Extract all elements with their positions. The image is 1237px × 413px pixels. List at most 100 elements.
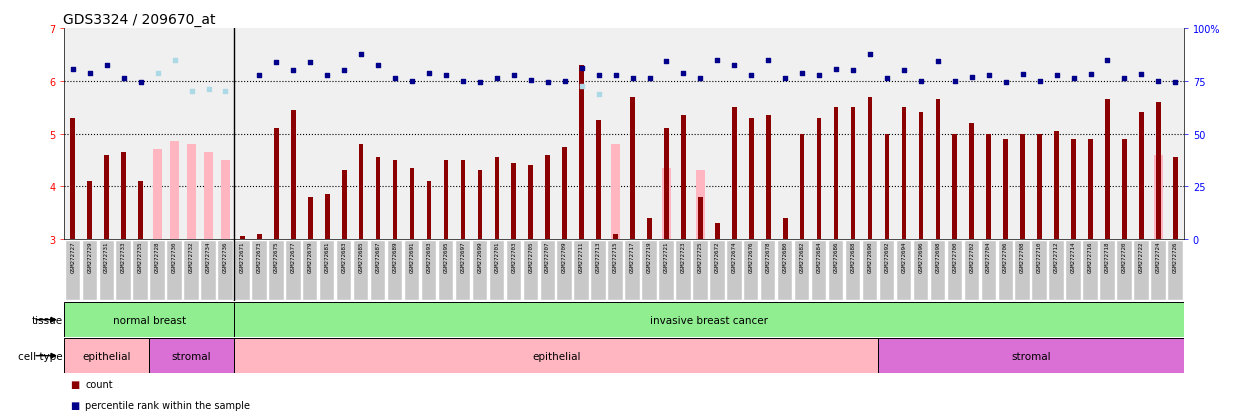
Point — [826, 66, 846, 73]
FancyBboxPatch shape — [710, 241, 725, 300]
Bar — [376, 158, 381, 240]
Point — [521, 77, 541, 84]
FancyBboxPatch shape — [1134, 241, 1149, 300]
Text: normal breast: normal breast — [113, 315, 186, 325]
Bar — [1003, 140, 1008, 240]
Text: GSM272704: GSM272704 — [986, 241, 991, 273]
Text: GSM272690: GSM272690 — [867, 241, 872, 273]
Point — [266, 60, 286, 66]
Bar — [748, 119, 753, 240]
FancyBboxPatch shape — [659, 241, 674, 300]
Text: GSM272676: GSM272676 — [748, 241, 753, 273]
Text: GSM272701: GSM272701 — [495, 241, 500, 273]
Text: GSM272678: GSM272678 — [766, 241, 771, 273]
Point — [571, 83, 591, 90]
FancyBboxPatch shape — [354, 241, 369, 300]
Bar — [104, 155, 109, 240]
Bar — [139, 182, 143, 240]
Point — [63, 66, 83, 73]
Text: GSM272700: GSM272700 — [952, 241, 957, 273]
Point — [1047, 73, 1066, 80]
Bar — [460, 161, 465, 240]
Bar — [647, 218, 652, 240]
Text: GSM272725: GSM272725 — [698, 241, 703, 273]
Text: GSM272732: GSM272732 — [189, 241, 194, 273]
Bar — [444, 161, 448, 240]
Text: GSM272677: GSM272677 — [291, 241, 296, 273]
Text: epithelial: epithelial — [83, 351, 131, 361]
Point — [589, 91, 609, 98]
FancyBboxPatch shape — [252, 241, 267, 300]
Text: GSM272722: GSM272722 — [1139, 241, 1144, 273]
FancyBboxPatch shape — [167, 241, 182, 300]
Bar — [234, 302, 1184, 337]
Text: GSM272681: GSM272681 — [325, 241, 330, 273]
FancyBboxPatch shape — [371, 241, 386, 300]
Point — [589, 73, 609, 80]
Bar — [630, 97, 635, 240]
FancyBboxPatch shape — [1152, 241, 1165, 300]
Bar — [662, 169, 670, 240]
FancyBboxPatch shape — [795, 241, 809, 300]
Point — [996, 79, 1016, 86]
Bar — [477, 171, 482, 240]
Text: GSM272711: GSM272711 — [579, 241, 584, 273]
Text: GSM272692: GSM272692 — [884, 241, 889, 273]
FancyBboxPatch shape — [1117, 241, 1132, 300]
Point — [910, 78, 930, 85]
Point — [606, 73, 626, 80]
Text: GSM272712: GSM272712 — [1054, 241, 1059, 273]
Text: GSM272709: GSM272709 — [562, 241, 568, 273]
Text: GSM272693: GSM272693 — [427, 241, 432, 273]
Bar — [528, 166, 533, 240]
Bar — [121, 153, 126, 240]
Point — [792, 70, 811, 77]
Bar — [308, 197, 313, 240]
Bar — [579, 66, 584, 240]
Text: count: count — [85, 379, 113, 389]
Text: GSM272703: GSM272703 — [511, 241, 516, 273]
Text: GSM272695: GSM272695 — [444, 241, 449, 273]
FancyBboxPatch shape — [609, 241, 622, 300]
Point — [96, 62, 116, 69]
Text: invasive breast cancer: invasive breast cancer — [649, 315, 768, 325]
Point — [437, 73, 456, 80]
Point — [318, 73, 338, 80]
FancyBboxPatch shape — [1016, 241, 1030, 300]
Bar — [563, 147, 567, 240]
Bar — [546, 155, 550, 240]
Point — [844, 68, 863, 74]
Point — [165, 57, 184, 64]
FancyBboxPatch shape — [336, 241, 351, 300]
Point — [147, 70, 167, 77]
Text: GSM272705: GSM272705 — [528, 241, 533, 273]
Text: GDS3324 / 209670_at: GDS3324 / 209670_at — [63, 12, 215, 26]
FancyBboxPatch shape — [811, 241, 826, 300]
Bar — [1105, 100, 1110, 240]
FancyBboxPatch shape — [948, 241, 962, 300]
Text: GSM272672: GSM272672 — [715, 241, 720, 273]
FancyBboxPatch shape — [303, 241, 318, 300]
Bar — [221, 161, 230, 240]
FancyBboxPatch shape — [574, 241, 589, 300]
FancyBboxPatch shape — [829, 241, 844, 300]
Text: GSM272707: GSM272707 — [546, 241, 550, 273]
Text: GSM272720: GSM272720 — [1122, 241, 1127, 273]
FancyBboxPatch shape — [490, 241, 503, 300]
Bar — [1021, 134, 1025, 240]
Bar — [816, 119, 821, 240]
FancyBboxPatch shape — [422, 241, 437, 300]
Bar — [88, 182, 92, 240]
FancyBboxPatch shape — [320, 241, 334, 300]
Bar — [495, 158, 500, 240]
Bar — [851, 108, 855, 240]
Point — [571, 65, 591, 72]
FancyBboxPatch shape — [1066, 241, 1081, 300]
Point — [369, 62, 388, 69]
Text: GSM272682: GSM272682 — [799, 241, 804, 273]
Point — [1081, 72, 1101, 78]
Point — [690, 76, 710, 82]
Bar — [902, 108, 907, 240]
Point — [1148, 78, 1168, 85]
Point — [1165, 79, 1185, 86]
